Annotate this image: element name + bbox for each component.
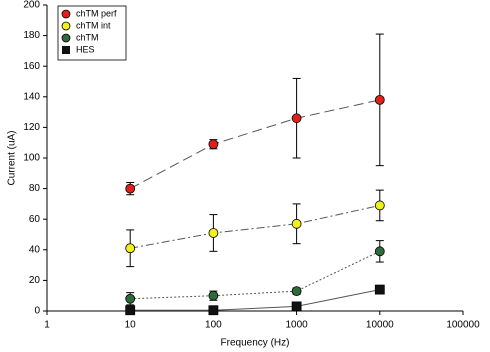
y-axis-title: Current (uA) [7,130,18,185]
y-tick-label: 100 [23,153,40,164]
data-point [374,94,385,105]
data-point [208,139,219,150]
legend-label: chTM int [76,20,111,30]
y-tick-label: 20 [29,275,41,286]
y-tick-label: 160 [23,61,40,72]
data-point [374,246,385,257]
x-tick-label: 1000 [285,320,308,331]
fit-line [130,204,380,249]
y-tick-label: 140 [23,91,40,102]
data-point [291,113,302,124]
data-point [208,228,219,238]
data-point [125,183,136,194]
x-tick-label: 10000 [366,320,394,331]
data-point [291,286,302,297]
y-tick-label: 40 [29,244,41,255]
fit-line [129,99,380,190]
x-tick-label: 1 [44,320,50,331]
data-point [374,200,385,211]
legend-label: chTM perf [76,8,117,18]
x-axis-title: Frequency (Hz) [221,338,290,349]
legend-label: HES [76,44,95,54]
data-point [125,293,136,304]
data-point [125,243,136,254]
y-tick-label: 0 [34,306,40,317]
y-tick-label: 60 [29,214,41,225]
x-tick-label: 100000 [446,320,480,331]
data-point [291,301,302,312]
data-point [291,218,302,229]
data-point [208,305,219,316]
data-point [208,290,219,301]
y-tick-label: 180 [23,30,40,41]
fit-line [130,250,381,300]
data-point [125,305,136,316]
x-tick-label: 10 [125,320,137,331]
x-tick-label: 100 [205,320,222,331]
y-tick-label: 80 [29,183,41,194]
y-tick-label: 120 [23,122,40,133]
fit-line [130,289,380,311]
data-point [374,284,385,295]
legend-marker [61,33,71,43]
y-tick-label: 200 [23,0,40,11]
legend-label: chTM [76,32,99,42]
legend-marker [61,9,71,19]
legend-marker [61,21,71,31]
legend-marker [62,46,70,54]
